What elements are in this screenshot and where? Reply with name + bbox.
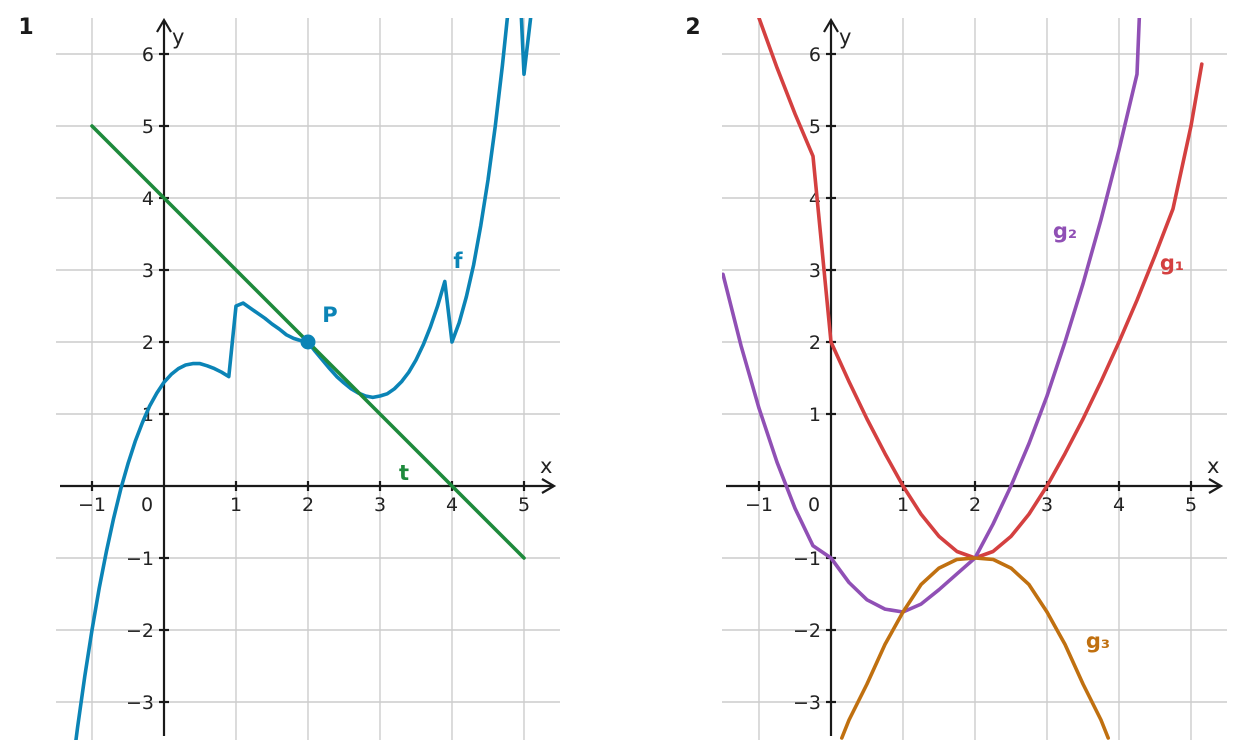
y-axis-arrow bbox=[823, 17, 839, 33]
y-tick-label: 2 bbox=[809, 332, 821, 354]
x-axis-label: x bbox=[1207, 454, 1219, 478]
x-tick-label: 3 bbox=[1041, 494, 1053, 516]
series-t-label: t bbox=[399, 461, 409, 485]
y-tick-label: −1 bbox=[126, 548, 154, 570]
y-tick-label: −3 bbox=[126, 692, 154, 714]
origin-label: 0 bbox=[808, 494, 820, 516]
series-g3-label: g₃ bbox=[1086, 629, 1110, 653]
series-f-line bbox=[74, 18, 533, 740]
x-axis-arrow bbox=[1208, 478, 1224, 494]
panel-number: 2 bbox=[685, 15, 700, 40]
y-tick-label: −3 bbox=[793, 692, 821, 714]
y-tick-label: 6 bbox=[142, 44, 154, 66]
y-tick-label: −2 bbox=[126, 620, 154, 642]
x-tick-label: −1 bbox=[78, 494, 106, 516]
y-tick-label: −1 bbox=[793, 548, 821, 570]
y-tick-label: 3 bbox=[809, 260, 821, 282]
x-tick-label: 5 bbox=[518, 494, 530, 516]
y-axis-label: y bbox=[172, 25, 184, 49]
y-tick-label: 4 bbox=[142, 188, 154, 210]
series-f-label: f bbox=[453, 249, 463, 273]
y-axis-label: y bbox=[839, 25, 851, 49]
x-axis-label: x bbox=[540, 454, 552, 478]
y-tick-label: 1 bbox=[809, 404, 821, 426]
y-tick-label: 6 bbox=[809, 44, 821, 66]
x-tick-label: 2 bbox=[969, 494, 981, 516]
y-tick-label: −2 bbox=[793, 620, 821, 642]
x-tick-label: 2 bbox=[302, 494, 314, 516]
grid bbox=[722, 18, 1227, 740]
x-tick-label: 1 bbox=[230, 494, 242, 516]
x-tick-label: 4 bbox=[1113, 494, 1125, 516]
point-p bbox=[300, 334, 316, 350]
y-tick-label: 5 bbox=[142, 116, 154, 138]
series-g2-label: g₂ bbox=[1053, 219, 1077, 243]
x-tick-label: 5 bbox=[1185, 494, 1197, 516]
x-tick-label: 4 bbox=[446, 494, 458, 516]
series-g1-label: g₁ bbox=[1160, 251, 1184, 275]
y-tick-label: 5 bbox=[809, 116, 821, 138]
series-g3-line bbox=[839, 556, 1110, 740]
y-axis-arrow bbox=[156, 17, 172, 33]
panel-number: 1 bbox=[18, 15, 33, 40]
grid bbox=[56, 18, 560, 740]
series-g2-line bbox=[722, 18, 1142, 614]
y-tick-label: 2 bbox=[142, 332, 154, 354]
origin-label: 0 bbox=[141, 494, 153, 516]
point-p-label: P bbox=[322, 303, 337, 327]
x-tick-label: −1 bbox=[745, 494, 773, 516]
y-tick-label: 3 bbox=[142, 260, 154, 282]
x-tick-label: 3 bbox=[374, 494, 386, 516]
x-axis-arrow bbox=[541, 478, 557, 494]
x-tick-label: 1 bbox=[897, 494, 909, 516]
